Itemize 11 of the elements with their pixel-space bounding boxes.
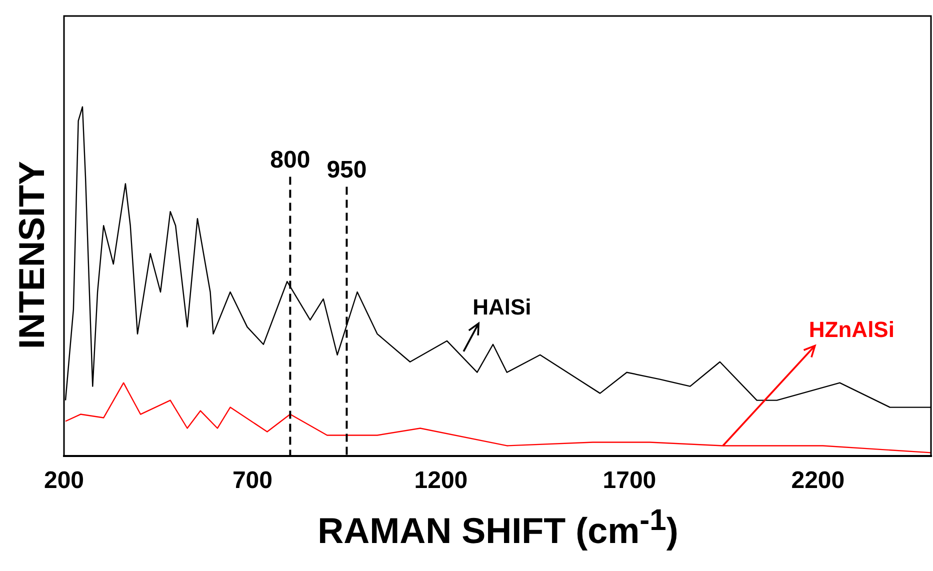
ref-line-label: 950 (326, 156, 367, 184)
x-tick-label: 1200 (414, 467, 468, 494)
x-tick-label: 1700 (602, 467, 656, 494)
x-axis-title: RAMAN SHIFT (cm$^{-1}$) (318, 504, 678, 552)
annotation: HAlSi (472, 294, 532, 320)
x-tick-label: 700 (232, 467, 272, 494)
x-tick-label: 200 (44, 467, 84, 494)
annotation: HZnAlSi (808, 316, 894, 342)
y-axis-title: INTENSITY (11, 160, 53, 350)
x-tick-label: 2200 (791, 467, 845, 494)
ref-line-label: 800 (270, 146, 310, 174)
